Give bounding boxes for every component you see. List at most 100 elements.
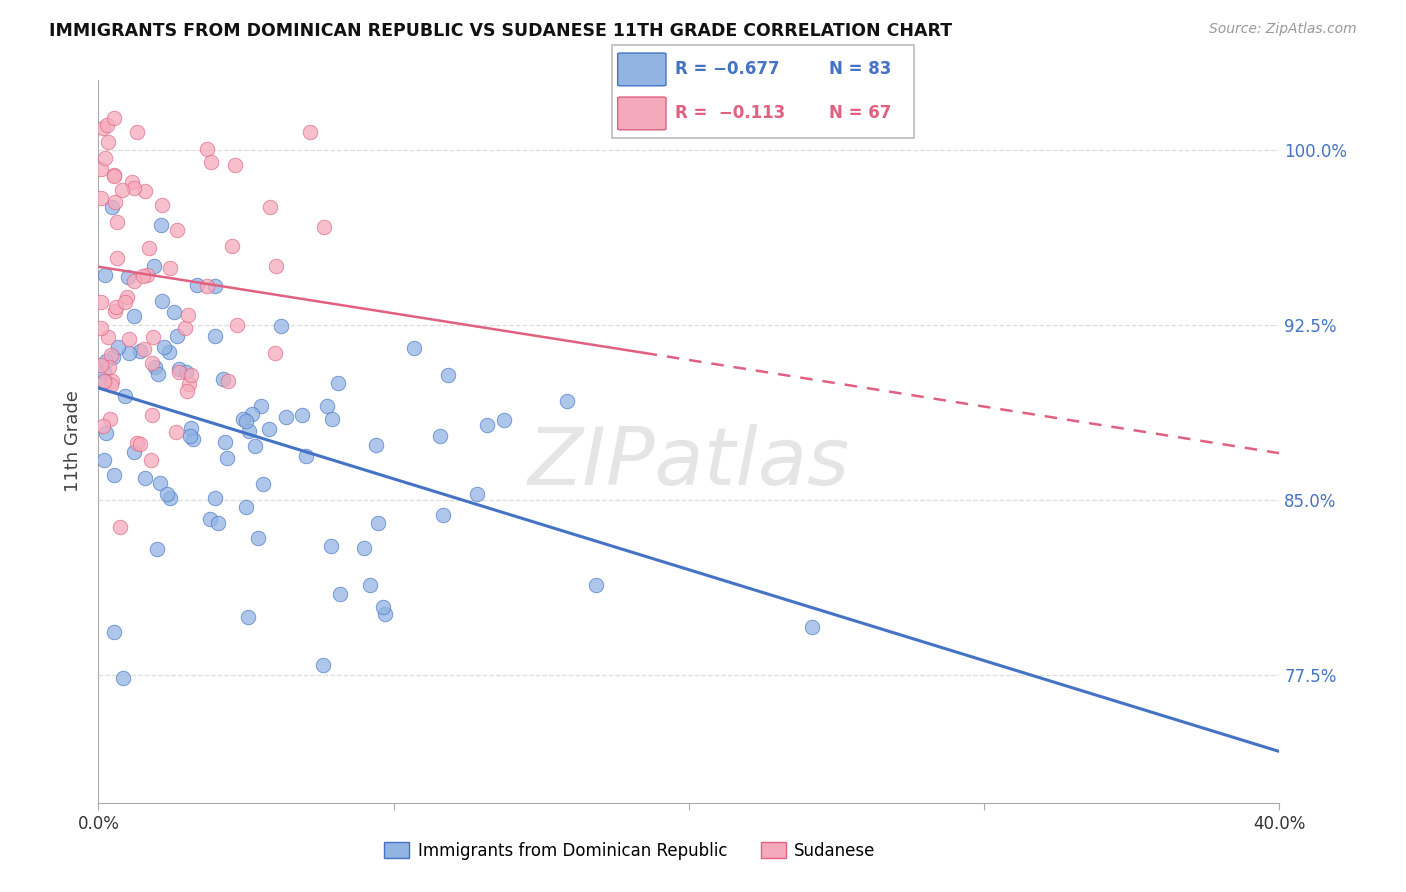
Point xyxy=(159,261,181,276)
Point xyxy=(359,578,381,592)
Point xyxy=(141,409,163,423)
Point xyxy=(94,268,117,282)
Point xyxy=(252,477,274,491)
Point xyxy=(585,578,607,592)
Point xyxy=(232,411,254,425)
Point xyxy=(177,376,200,391)
Point xyxy=(214,434,236,449)
Point xyxy=(186,278,208,293)
Point xyxy=(129,437,152,451)
Point xyxy=(204,279,226,293)
Point xyxy=(111,183,134,197)
Point xyxy=(319,539,342,553)
Point xyxy=(181,432,204,446)
Point xyxy=(366,438,388,452)
Point xyxy=(177,308,200,322)
Point xyxy=(90,358,112,372)
Point xyxy=(91,120,114,135)
Point xyxy=(169,362,191,376)
Point xyxy=(100,378,122,392)
Point xyxy=(146,368,169,382)
Point xyxy=(90,295,112,310)
Point xyxy=(221,239,243,253)
FancyBboxPatch shape xyxy=(617,97,666,130)
Point xyxy=(125,436,148,450)
Point xyxy=(173,321,195,335)
Point xyxy=(235,500,257,514)
Point xyxy=(329,587,352,601)
Point xyxy=(117,345,139,359)
Point xyxy=(114,389,136,403)
Point xyxy=(134,471,156,485)
Point xyxy=(93,365,115,379)
Point xyxy=(264,346,287,360)
Point xyxy=(200,155,222,169)
Text: R = −0.677: R = −0.677 xyxy=(675,61,780,78)
Text: N = 67: N = 67 xyxy=(830,104,891,122)
Point xyxy=(94,425,117,440)
Point xyxy=(180,421,202,435)
Point xyxy=(242,407,264,421)
Point xyxy=(494,413,516,427)
Point xyxy=(112,671,135,685)
Point xyxy=(139,452,162,467)
Point xyxy=(96,118,118,132)
Point xyxy=(247,531,270,545)
Point xyxy=(437,368,460,383)
Point xyxy=(257,422,280,436)
Point xyxy=(174,365,197,379)
Point xyxy=(100,374,122,388)
Point xyxy=(98,412,121,426)
Point xyxy=(122,274,145,288)
Y-axis label: 11th Grade: 11th Grade xyxy=(65,391,83,492)
Point xyxy=(103,625,125,640)
Point xyxy=(145,541,167,556)
Point xyxy=(103,168,125,182)
Point xyxy=(152,340,174,354)
Point xyxy=(132,268,155,283)
Point xyxy=(404,341,426,355)
Text: N = 83: N = 83 xyxy=(830,61,891,78)
Point xyxy=(97,330,120,344)
Text: ZIPatlas: ZIPatlas xyxy=(527,425,851,502)
Point xyxy=(115,289,138,303)
Point xyxy=(167,365,190,379)
Point xyxy=(124,445,146,459)
Point xyxy=(371,599,394,614)
Point xyxy=(295,449,318,463)
Point xyxy=(157,345,180,359)
Legend: Immigrants from Dominican Republic, Sudanese: Immigrants from Dominican Republic, Suda… xyxy=(378,836,882,867)
Point xyxy=(105,251,128,265)
Point xyxy=(122,181,145,195)
Point xyxy=(107,340,129,354)
Point xyxy=(105,300,128,314)
Point xyxy=(326,376,349,391)
Point xyxy=(367,516,389,530)
Point xyxy=(276,410,298,425)
Point xyxy=(94,374,117,388)
Point xyxy=(141,356,163,370)
Point xyxy=(149,475,172,490)
Point xyxy=(90,191,112,205)
Point xyxy=(93,374,115,388)
Point xyxy=(134,184,156,198)
Point xyxy=(103,350,125,364)
Point xyxy=(312,220,335,235)
Point xyxy=(104,195,127,210)
Point xyxy=(236,610,259,624)
Point xyxy=(226,318,249,332)
Point xyxy=(180,368,202,382)
Point xyxy=(243,439,266,453)
Point xyxy=(121,175,143,189)
Point xyxy=(429,429,451,443)
Point xyxy=(103,169,125,184)
Point xyxy=(315,399,337,413)
Point xyxy=(179,429,201,443)
Point xyxy=(98,359,121,374)
Point xyxy=(100,348,122,362)
Point xyxy=(195,279,218,293)
Point xyxy=(200,511,222,525)
Point xyxy=(149,218,172,232)
Point xyxy=(103,111,125,125)
Point xyxy=(238,424,260,438)
